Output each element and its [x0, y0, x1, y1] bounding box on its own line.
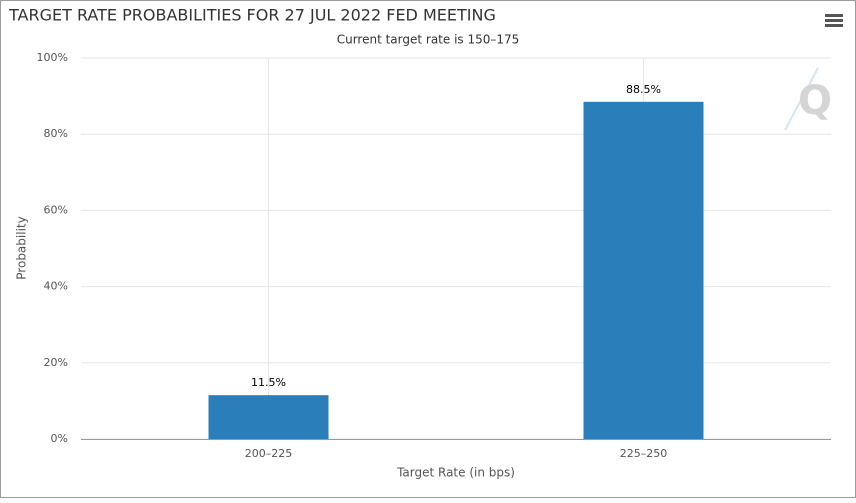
value-label: 11.5% — [251, 376, 286, 389]
logo-stroke — [784, 67, 819, 131]
y-tick-label: 100% — [37, 51, 68, 64]
x-axis-title: Target Rate (in bps) — [396, 466, 515, 480]
logo-letter: Q — [798, 78, 832, 124]
y-tick-label: 80% — [44, 127, 68, 140]
menu-bar — [825, 19, 843, 22]
bar — [583, 101, 704, 439]
y-tick-label: 20% — [44, 356, 68, 369]
value-label: 88.5% — [626, 83, 661, 96]
x-tick-label: 200–225 — [245, 447, 293, 460]
menu-bar — [825, 24, 843, 27]
menu-button[interactable] — [825, 14, 843, 27]
y-axis-title: Probability — [15, 216, 29, 279]
chart-subtitle: Current target rate is 150–175 — [337, 33, 520, 47]
y-tick-label: 0% — [51, 432, 68, 445]
watermark-logo: Q — [784, 67, 832, 131]
y-tick-label: 40% — [44, 280, 68, 293]
chart-title: TARGET RATE PROBABILITIES FOR 27 JUL 202… — [8, 6, 496, 25]
x-tick-label: 225–250 — [620, 447, 668, 460]
bar — [208, 395, 329, 439]
menu-bar — [825, 14, 843, 17]
y-tick-label: 60% — [44, 203, 68, 216]
